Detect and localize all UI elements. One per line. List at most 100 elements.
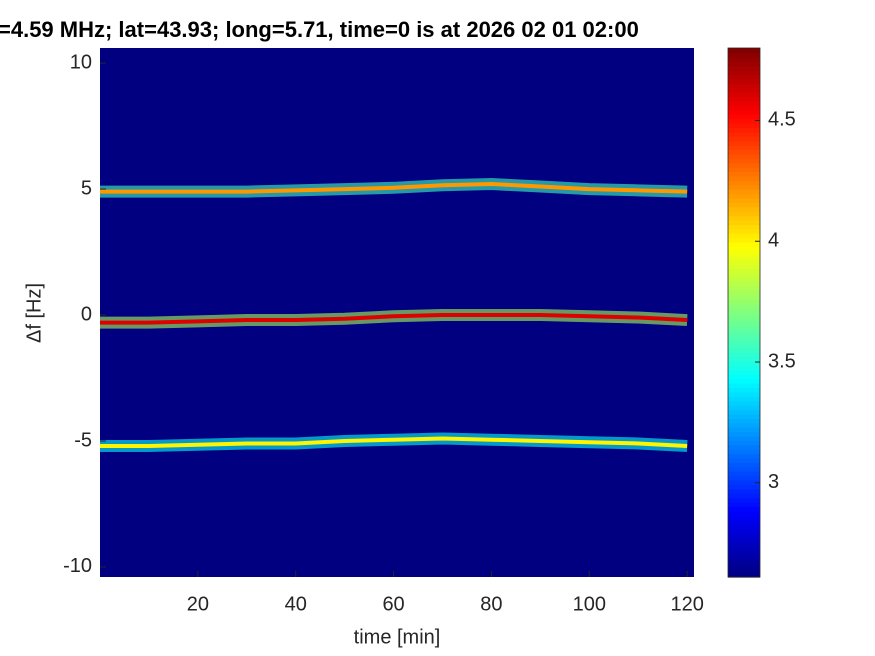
colorbar-cell [728, 480, 760, 486]
colorbar-cell [728, 524, 760, 530]
colorbar-frame [727, 47, 761, 578]
colorbar-cell [728, 519, 760, 525]
colorbar-cell [728, 241, 760, 247]
colorbar-cell [728, 277, 760, 283]
colorbar-cell [728, 48, 760, 54]
colorbar-cell [728, 215, 760, 221]
colorbar-cell [728, 435, 760, 441]
colorbar-cell [728, 427, 760, 433]
colorbar-cell [728, 105, 760, 111]
colorbar-cell [728, 572, 760, 578]
colorbar-cell [728, 303, 760, 309]
colorbar-cell [728, 347, 760, 353]
colorbar-cell [728, 559, 760, 565]
colorbar-cell [728, 316, 760, 322]
colorbar-cell [728, 334, 760, 340]
trace [100, 436, 688, 449]
colorbar-cell [728, 338, 760, 344]
colorbar-cell [728, 457, 760, 463]
colorbar-cell [728, 484, 760, 490]
colorbar-cell [728, 510, 760, 516]
x-tick-label: 100 [573, 593, 606, 615]
colorbar-cell [728, 299, 760, 305]
colorbar-cell [728, 532, 760, 538]
colorbar-cell [728, 383, 760, 389]
colorbar-cell [728, 70, 760, 76]
colorbar-cell [728, 118, 760, 124]
colorbar-cell [728, 206, 760, 212]
colorbar-cell [728, 321, 760, 327]
colorbar-cell [728, 100, 760, 106]
colorbar-cell [728, 528, 760, 534]
colorbar-cell [728, 515, 760, 521]
colorbar-cell [728, 87, 760, 93]
colorbar-cell [728, 356, 760, 362]
colorbar-cell [728, 246, 760, 252]
colorbar-cell [728, 175, 760, 181]
y-tick-label: 5 [81, 177, 92, 199]
colorbar-cell [728, 233, 760, 239]
colorbar-cell [728, 167, 760, 173]
colorbar-cell [728, 144, 760, 150]
colorbar-cell [728, 374, 760, 380]
colorbar-cell [728, 294, 760, 300]
colorbar-cell [728, 237, 760, 243]
colorbar-cell [728, 418, 760, 424]
colorbar-tick-label: 4.5 [768, 109, 796, 131]
colorbar-cell [728, 506, 760, 512]
trace [100, 313, 688, 325]
x-tick-label: 40 [285, 593, 307, 615]
y-axis-label: Δf [Hz] [23, 283, 45, 343]
colorbar-cell [728, 431, 760, 437]
colorbar-cell [728, 440, 760, 446]
colorbar-cell [728, 61, 760, 67]
x-tick-label: 80 [480, 593, 502, 615]
y-tick-label: 0 [81, 303, 92, 325]
colorbar-cell [728, 391, 760, 397]
x-tick-label: 60 [382, 593, 404, 615]
colorbar-cell [728, 52, 760, 58]
colorbar-cell [728, 497, 760, 503]
colorbar-cell [728, 272, 760, 278]
colorbar-cell [728, 290, 760, 296]
colorbar-cell [728, 563, 760, 569]
colorbar-cell [728, 413, 760, 419]
colorbar-cell [728, 184, 760, 190]
colorbar-cell [728, 255, 760, 261]
colorbar-cell [728, 568, 760, 574]
colorbar-cell [728, 219, 760, 225]
colorbar-cell [728, 466, 760, 472]
colorbar-cell [728, 78, 760, 84]
colorbar-tick-label: 3.5 [768, 350, 796, 372]
colorbar-cell [728, 541, 760, 547]
colorbar-cell [728, 127, 760, 133]
colorbar-cell [728, 444, 760, 450]
colorbar-cell [728, 122, 760, 128]
colorbar-cell [728, 74, 760, 80]
colorbar-cell [728, 211, 760, 217]
colorbar-cell [728, 131, 760, 137]
colorbar-cell [728, 259, 760, 265]
colorbar-cell [728, 140, 760, 146]
colorbar-cell [728, 83, 760, 89]
y-tick-label: -5 [74, 429, 92, 451]
y-tick-label: -10 [63, 555, 92, 577]
colorbar-cell [728, 193, 760, 199]
colorbar-cell [728, 286, 760, 292]
colorbar-cell [728, 546, 760, 552]
colorbar-cell [728, 360, 760, 366]
colorbar-cell [728, 325, 760, 331]
colorbar-cell [728, 197, 760, 203]
colorbar-cell [728, 409, 760, 415]
colorbar-cell [728, 171, 760, 177]
colorbar-cell [728, 493, 760, 499]
trace [100, 182, 688, 194]
colorbar-cell [728, 453, 760, 459]
colorbar-cell [728, 136, 760, 142]
colorbar-cell [728, 378, 760, 384]
colorbar-cell [728, 330, 760, 336]
colorbar-cell [728, 56, 760, 62]
colorbar-cell [728, 114, 760, 120]
colorbar-tick-label: 4 [768, 230, 779, 252]
